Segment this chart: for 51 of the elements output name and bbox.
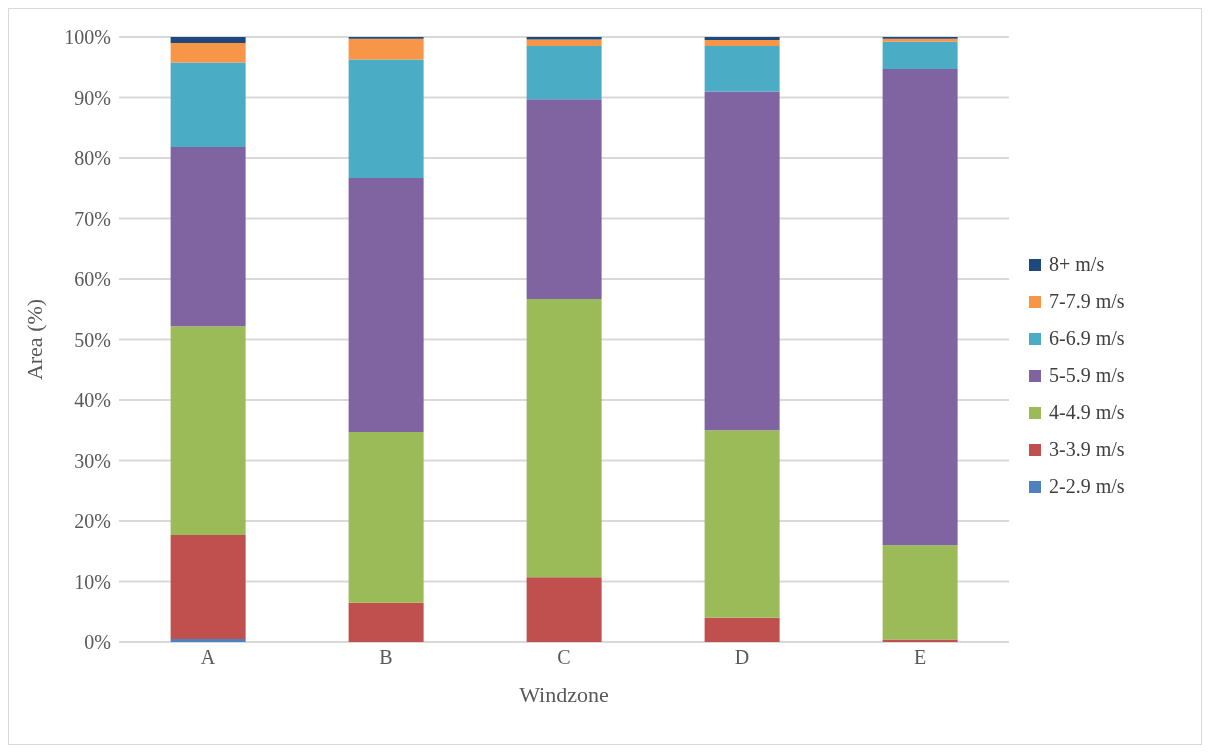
bar (704, 91, 780, 431)
bar (170, 326, 246, 535)
x-tick-label: A (200, 646, 216, 669)
bar (882, 41, 958, 70)
x-tick-label: B (379, 646, 393, 669)
legend-label: 6-6.9 m/s (1049, 327, 1125, 350)
y-tick-label: 30% (74, 449, 111, 472)
legend-label: 2-2.9 m/s (1049, 475, 1125, 498)
x-tick-label: D (734, 646, 750, 669)
y-axis-title: Area (%) (21, 298, 47, 381)
bar (348, 602, 424, 642)
bar (170, 534, 246, 639)
bar (704, 40, 780, 47)
y-tick-label: 10% (74, 570, 111, 593)
y-tick-label: 80% (74, 147, 111, 170)
y-tick-label: 50% (74, 328, 111, 351)
bar (170, 62, 246, 148)
legend-label: 5-5.9 m/s (1049, 364, 1125, 387)
bar (348, 177, 424, 433)
bar (526, 99, 602, 299)
y-tick-label: 100% (64, 26, 111, 49)
bar (526, 298, 602, 578)
legend-label: 4-4.9 m/s (1049, 401, 1125, 424)
bar (348, 59, 424, 178)
bar (170, 638, 246, 642)
y-tick-label: 40% (74, 389, 111, 412)
bar (526, 46, 602, 100)
y-tick-label: 60% (74, 268, 111, 291)
bar (704, 617, 780, 642)
x-tick-label: E (913, 646, 927, 669)
bar (170, 37, 246, 44)
x-axis-title: Windzone (519, 682, 609, 707)
bar (704, 430, 780, 618)
legend-label: 3-3.9 m/s (1049, 438, 1125, 461)
bar (704, 46, 780, 92)
bar (526, 39, 602, 47)
bar (170, 147, 246, 327)
bar (882, 545, 958, 640)
x-tick-label: C (557, 646, 571, 669)
bar (882, 69, 958, 546)
legend-label: 7-7.9 m/s (1049, 290, 1125, 313)
y-tick-label: 20% (74, 510, 111, 533)
legend-label: 8+ m/s (1049, 253, 1105, 276)
bar (526, 577, 602, 642)
bar (170, 43, 246, 63)
bar (348, 432, 424, 603)
bar (348, 38, 424, 60)
y-tick-label: 70% (74, 207, 111, 230)
y-tick-label: 0% (84, 631, 111, 654)
y-tick-label: 90% (74, 86, 111, 109)
bar (704, 37, 780, 41)
